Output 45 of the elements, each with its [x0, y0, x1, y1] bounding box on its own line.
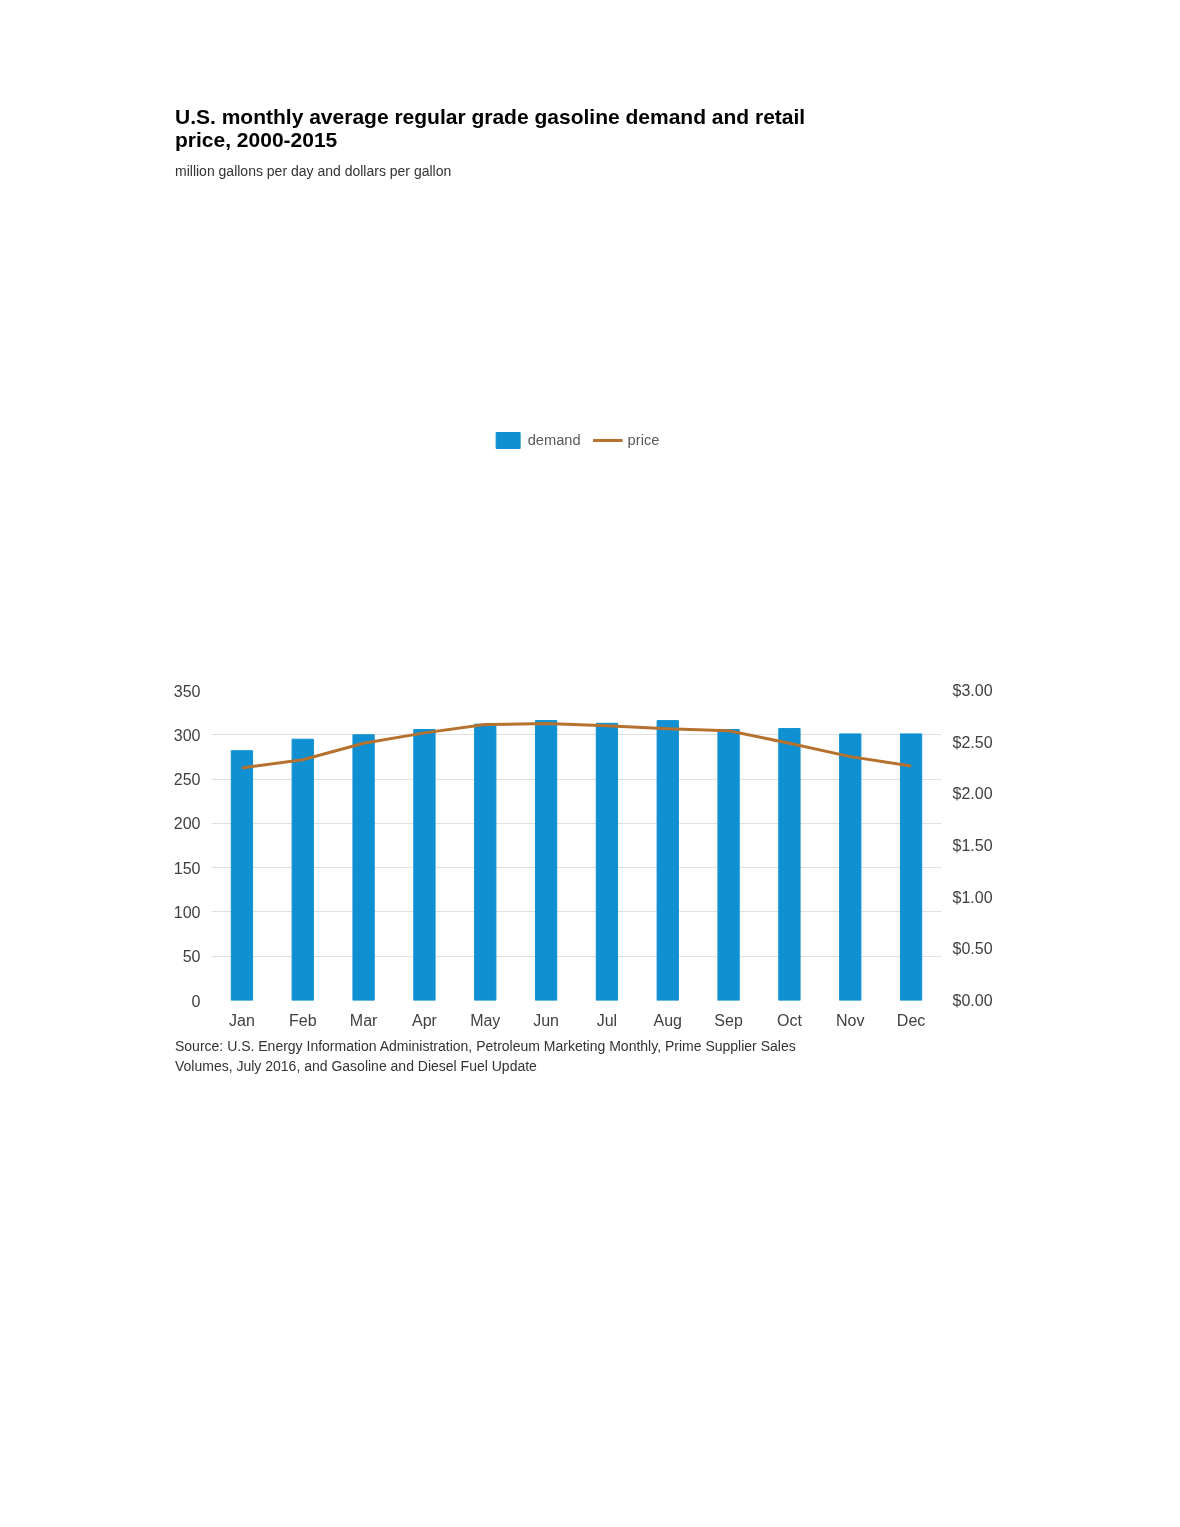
y2-tick-label: $0.00: [952, 992, 993, 1010]
y-tick-label: 300: [173, 726, 201, 744]
x-tick-label: Apr: [411, 1011, 438, 1029]
line-series: [240, 722, 913, 770]
bar: [778, 728, 801, 1001]
x-tick-label: Dec: [896, 1011, 926, 1029]
bar: [899, 733, 923, 1001]
bar: [839, 733, 862, 1001]
chart-title: U.S. monthly average regular grade gasoline demand and retail price, 2000-2015: [175, 105, 807, 152]
y2-tick-label: $2.50: [952, 733, 993, 751]
x-tick-label: Sep: [714, 1011, 743, 1029]
y-tick-label: 250: [173, 771, 201, 789]
legend-label: demand: [527, 432, 581, 449]
y2-tick-label: $0.50: [952, 940, 993, 958]
bar: [230, 750, 254, 1001]
x-tick-label: Mar: [349, 1011, 379, 1029]
y2-tick-label: $2.00: [952, 785, 993, 803]
bar: [656, 720, 679, 1001]
bar: [717, 729, 740, 1001]
y2-tick-label: $1.50: [952, 837, 993, 855]
y-tick-label: 0: [191, 992, 201, 1010]
y-tick-label: 200: [173, 815, 201, 833]
y-tick-label: 100: [173, 904, 201, 922]
x-tick-label: Nov: [836, 1011, 865, 1029]
bar: [352, 734, 375, 1001]
bar: [413, 729, 436, 1001]
y2-tick-label: $3.00: [952, 682, 993, 700]
y-tick-label: 50: [182, 948, 201, 966]
x-tick-label: Oct: [776, 1011, 803, 1029]
bar: [534, 720, 558, 1001]
x-tick-label: May: [470, 1011, 501, 1029]
source-note: Source: U.S. Energy Information Administration, Petroleum Marketing Monthly, Prime Supplier Sales Volumes, July 2016, and Gasoline and Diesel Fuel Update: [175, 1037, 797, 1077]
x-tick-label: Jan: [229, 1011, 255, 1029]
bar: [595, 722, 619, 1001]
y-tick-label: 350: [173, 682, 201, 700]
bar: [291, 738, 314, 1001]
y2-tick-label: $1.00: [952, 888, 993, 906]
y-tick-label: 150: [173, 859, 201, 877]
legend-label: price: [627, 432, 660, 449]
chart-subtitle: million gallons per day and dollars per gallon: [175, 162, 452, 182]
bar: [474, 723, 497, 1001]
x-tick-label: Feb: [288, 1011, 317, 1029]
x-tick-label: Aug: [653, 1011, 682, 1029]
x-tick-label: Jun: [533, 1011, 559, 1029]
x-tick-label: Jul: [596, 1011, 618, 1029]
